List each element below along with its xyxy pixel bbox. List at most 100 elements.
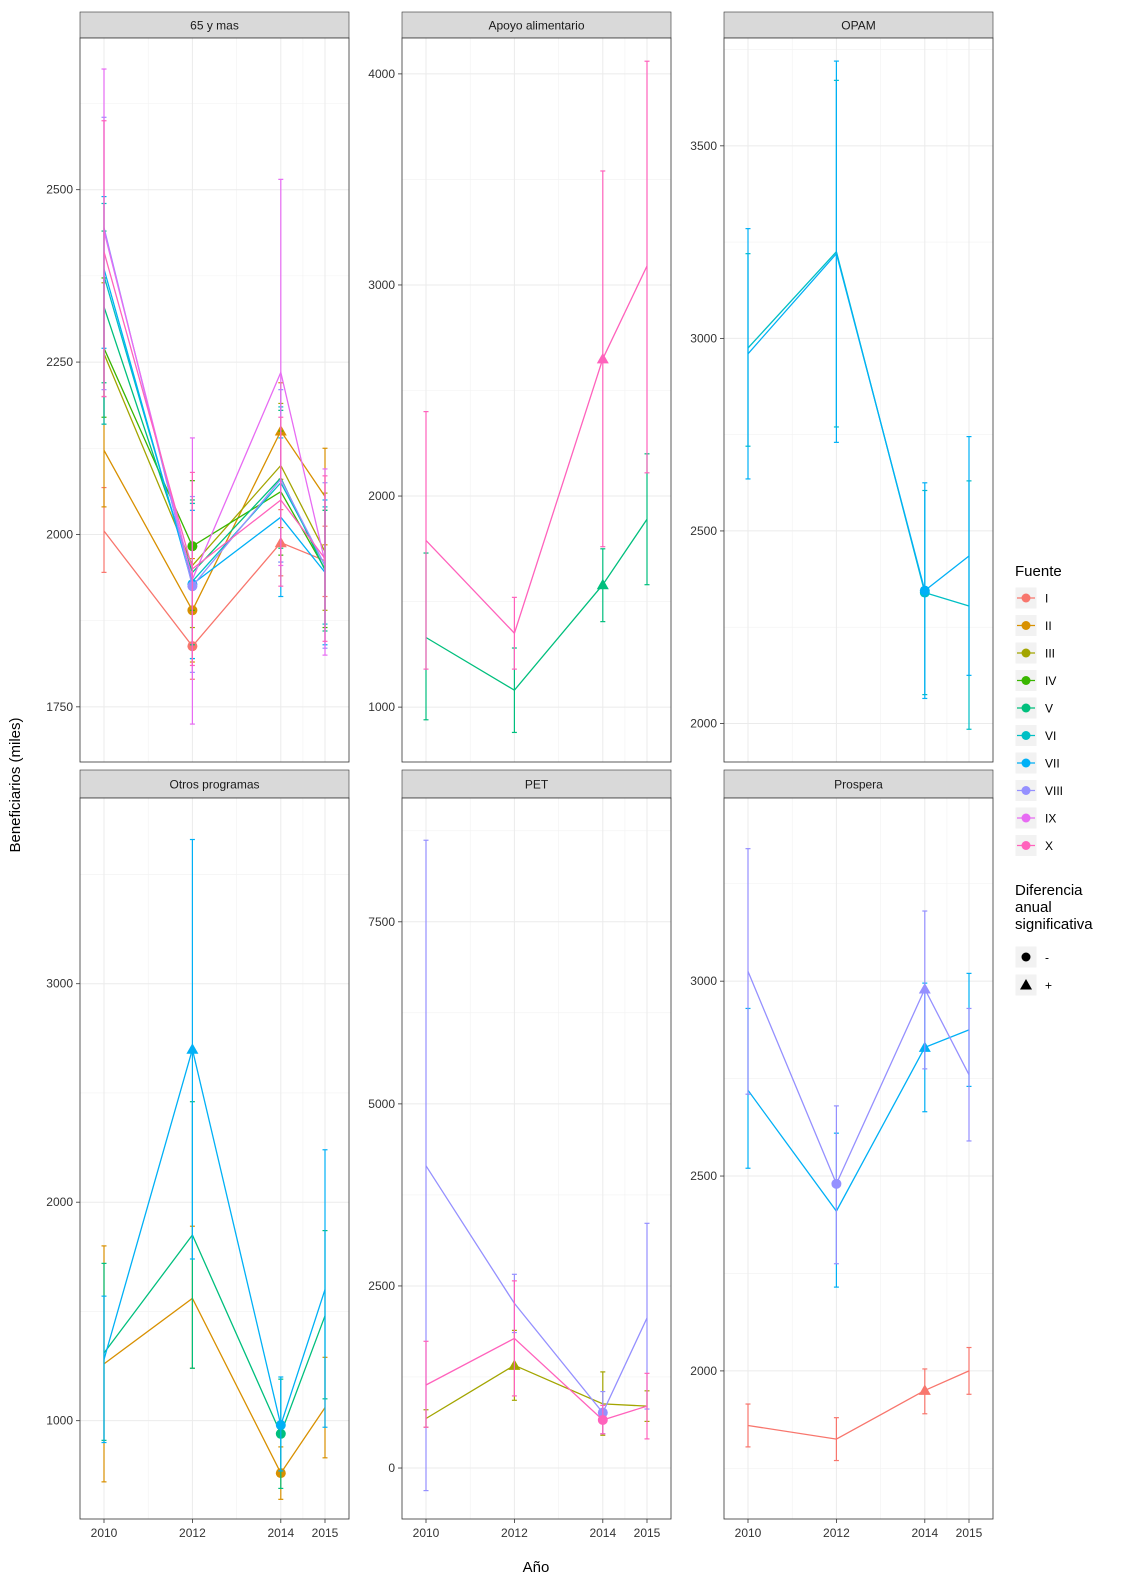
legend-label: III [1045,647,1055,661]
series-VII [101,838,328,1472]
series-line [425,518,648,692]
series-line [103,429,326,612]
legend-shape-item: + [1014,973,1052,997]
panel-strip [79,11,350,39]
series-line [103,1046,326,1428]
legend-key-point [1021,786,1031,795]
legend-label: VI [1045,729,1056,743]
legend-item-IV: IV [1014,669,1056,692]
panel-background [402,38,671,762]
y-tick-label: 2000 [46,1195,73,1209]
legend-key-point [1021,758,1031,768]
legend-label: II [1045,619,1052,633]
panel: OPAM 2000 2500 3000 3500 [690,11,994,763]
legend-key-point [1021,621,1031,630]
legend-label: I [1045,592,1048,606]
series-line [425,265,648,635]
legend-label: IX [1045,812,1056,826]
y-tick-label: 3000 [46,977,73,991]
panel-title: 65 y mas [190,19,239,33]
x-tick-label: 2014 [589,1526,616,1540]
panel-border [401,37,672,763]
y-tick-label: 2250 [46,355,73,369]
point-marker-circle [275,1420,286,1431]
legend-item-II: II [1014,614,1052,637]
panel-background [724,798,993,1519]
x-tick-label: 2010 [735,1526,762,1540]
legend-label: IV [1045,674,1056,688]
panel-border [723,797,994,1520]
legend-item-VII: VII [1014,751,1060,775]
panel-strip [723,11,994,39]
y-tick-label: 2500 [690,1169,717,1183]
series-X [423,1280,650,1440]
x-tick-label: 2012 [501,1526,528,1540]
x-tick-label: 2015 [634,1526,661,1540]
point-marker-circle [597,1414,608,1425]
legend-key-circle [1021,952,1031,962]
point-marker-triangle [918,982,931,994]
y-tick-label: 2000 [690,1364,717,1378]
y-tick-label: 2500 [690,524,717,538]
y-tick-label: 3000 [690,331,717,345]
series-line [103,1233,326,1436]
x-tick-label: 2014 [267,1526,294,1540]
series-line [747,971,970,1186]
series-line [425,1337,648,1421]
y-tick-label: 3000 [368,278,395,292]
y-tick-label: 2000 [368,489,395,503]
y-tick-label: 2500 [46,183,73,197]
panel-strip [401,769,672,799]
legend-item-III: III [1014,641,1055,665]
panel-title: Otros programas [169,778,259,792]
series-line [747,1370,970,1440]
legend-key-point [1021,841,1031,850]
series-line [103,530,326,648]
series-line [103,1297,326,1475]
panel-title: PET [525,778,549,792]
legend-item-IX: IX [1014,806,1056,830]
panel-title: Prospera [834,778,883,792]
legend-title-fuente: Fuente [1015,563,1062,580]
panels: 65 y mas 1750 2000 2250 2500 Apoyo alimentari… [46,11,994,1540]
series-line [425,1364,648,1420]
y-tick-label: 1000 [46,1414,73,1428]
panel-title: OPAM [841,19,875,33]
x-tick-label: 2014 [911,1526,938,1540]
y-tick-label: 4000 [368,67,395,81]
y-tick-label: 2000 [46,527,73,541]
series-line [103,251,326,571]
series-VII [745,60,972,700]
panel-background [724,38,993,762]
x-tick-label: 2015 [956,1526,983,1540]
legend-label: - [1045,951,1049,965]
panel-title: Apoyo alimentario [488,19,584,33]
legend-key-point [1021,593,1031,603]
panel-border [79,797,350,1520]
legend-key-point [1021,676,1031,685]
series-VIII [745,848,972,1265]
series-line [425,1165,648,1414]
series-line [747,252,970,592]
y-tick-label: 1750 [46,700,73,714]
legend-key-point [1021,703,1031,713]
panel: PET 0 2500 5000 7500 2010 2012 2014 2015 [368,769,672,1540]
y-tick-label: 5000 [368,1097,395,1111]
panel-border [401,797,672,1520]
legend-item-V: V [1014,696,1053,720]
point-marker-circle [831,1178,842,1189]
point-marker-triangle [186,1043,199,1054]
x-tick-label: 2010 [413,1526,440,1540]
panel: Apoyo alimentario 1000 2000 3000 4000 [368,11,672,763]
legend-shape-item: - [1014,945,1049,969]
x-tick-label: 2012 [179,1526,206,1540]
legend-label: V [1045,702,1053,716]
y-tick-label: 2500 [368,1279,395,1293]
legend-item-VI: VI [1014,724,1056,747]
legend-label: VII [1045,757,1060,771]
y-tick-label: 2000 [690,716,717,730]
point-marker-circle [919,585,930,596]
point-marker-triangle [596,578,609,590]
